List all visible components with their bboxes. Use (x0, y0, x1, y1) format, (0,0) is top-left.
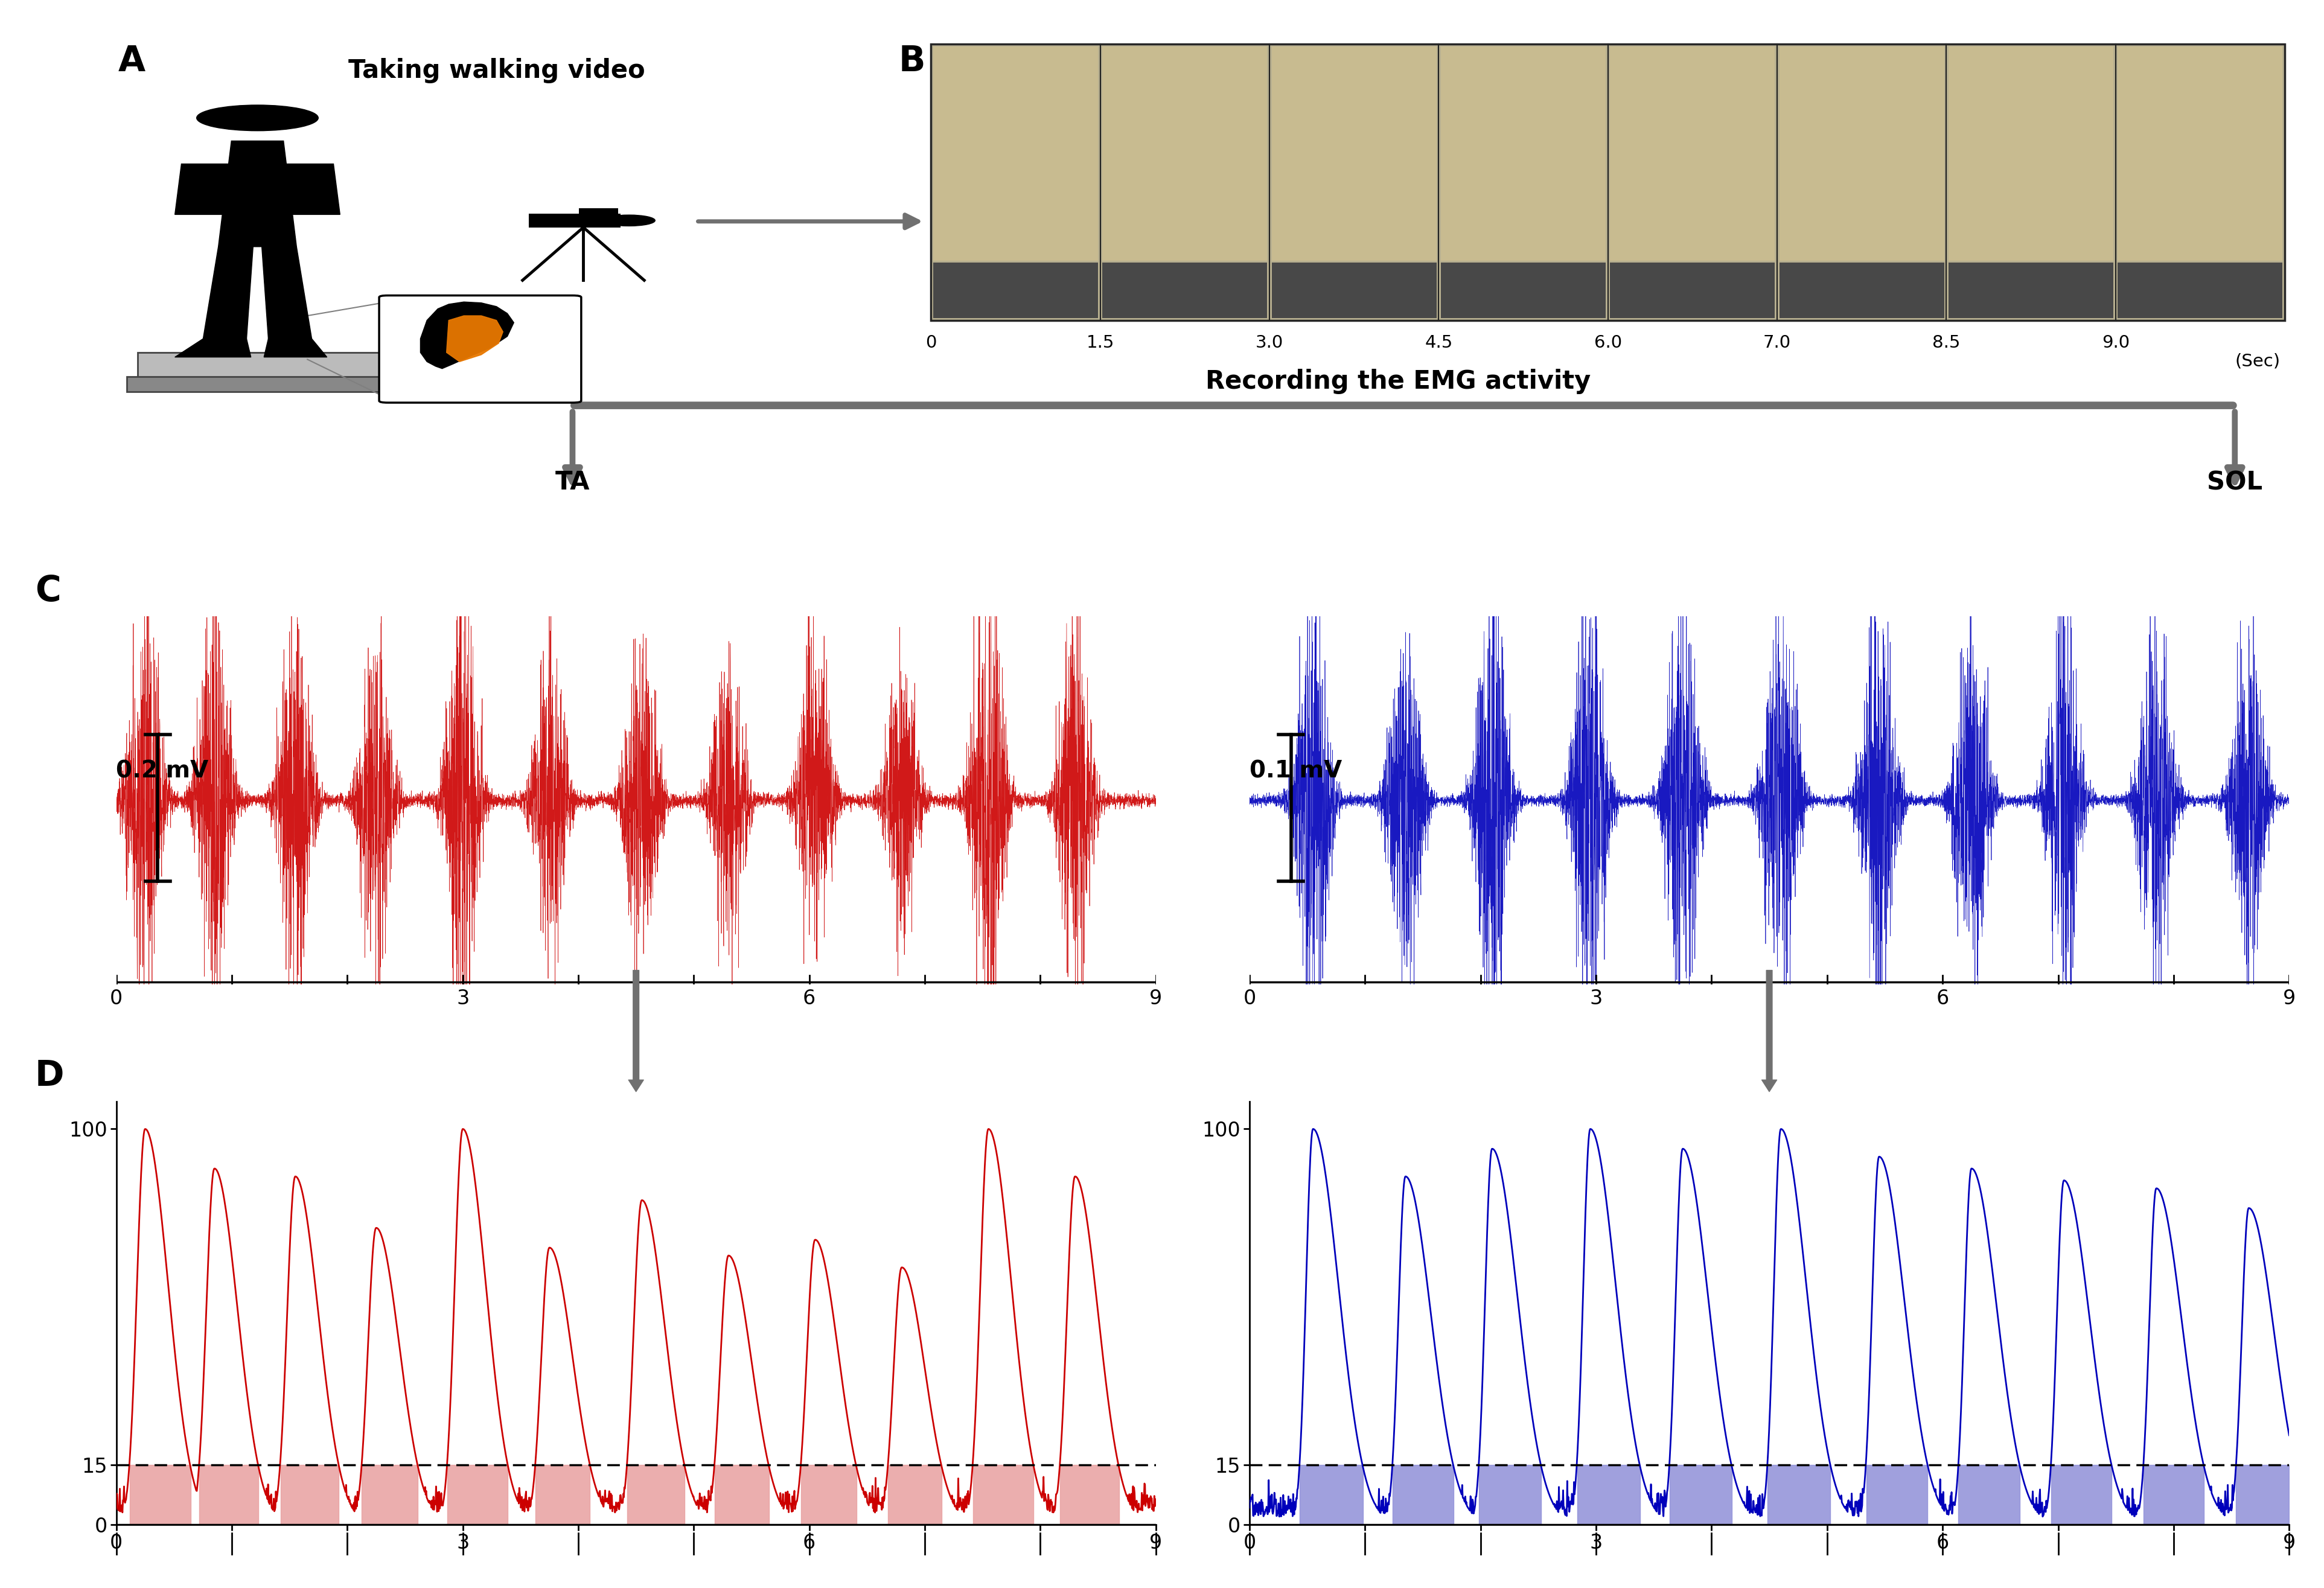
Bar (2117, 262, 2282, 318)
Bar (1099, 44, 1269, 321)
Polygon shape (218, 141, 297, 246)
Text: B: B (899, 44, 925, 79)
Text: Recording the EMG activity: Recording the EMG activity (1206, 368, 1592, 394)
FancyBboxPatch shape (379, 295, 581, 403)
Polygon shape (421, 302, 514, 368)
Text: 0: 0 (925, 333, 937, 351)
Bar (1269, 44, 1439, 321)
Bar (934, 262, 1099, 318)
Bar (1948, 262, 2113, 318)
Text: 0: 0 (1243, 988, 1255, 1008)
Bar (1271, 262, 1436, 318)
Text: 3.0: 3.0 (1255, 333, 1283, 351)
Bar (530, 213, 621, 227)
Bar (932, 44, 1099, 321)
Text: 3: 3 (456, 988, 469, 1008)
Polygon shape (279, 164, 339, 214)
Text: 0.1 mV: 0.1 mV (1250, 759, 1341, 783)
Bar (1608, 44, 1778, 321)
Bar (1441, 262, 1606, 318)
Bar (1102, 46, 1267, 260)
Text: TA: TA (555, 470, 590, 495)
Text: 4.5: 4.5 (1425, 333, 1452, 351)
Circle shape (602, 214, 655, 225)
Bar (2117, 46, 2282, 260)
Bar (1780, 262, 1945, 318)
Circle shape (198, 105, 318, 130)
Text: 3: 3 (1590, 988, 1604, 1008)
Bar (1439, 44, 1608, 321)
Text: 0.2 mV: 0.2 mV (116, 759, 209, 783)
Bar (932, 44, 2284, 321)
Bar (934, 46, 1099, 260)
Text: 8.5: 8.5 (1931, 333, 1961, 351)
Bar (1102, 262, 1267, 318)
Text: C: C (35, 575, 60, 608)
Text: 1.5: 1.5 (1085, 333, 1113, 351)
Text: A: A (119, 44, 146, 79)
Bar (1778, 44, 1948, 321)
Text: (Sec): (Sec) (2236, 353, 2280, 370)
Bar (1780, 46, 1945, 260)
Polygon shape (265, 338, 328, 357)
Text: 6: 6 (1936, 988, 1950, 1008)
Bar (1271, 46, 1436, 260)
Bar (128, 376, 409, 392)
Text: D: D (35, 1059, 65, 1093)
Bar (1948, 44, 2115, 321)
Text: SOL: SOL (2208, 470, 2264, 495)
Text: 9: 9 (1150, 988, 1162, 1008)
Text: 6.0: 6.0 (1594, 333, 1622, 351)
Bar (2115, 44, 2284, 321)
Polygon shape (263, 246, 311, 338)
Bar (137, 353, 400, 378)
Bar (1611, 262, 1776, 318)
Polygon shape (446, 316, 502, 362)
Polygon shape (174, 338, 251, 357)
Text: Taking walking video: Taking walking video (349, 59, 644, 84)
Polygon shape (202, 246, 253, 338)
Text: 9.0: 9.0 (2101, 333, 2129, 351)
Text: 9: 9 (2282, 988, 2296, 1008)
Polygon shape (174, 164, 235, 214)
Text: 6: 6 (802, 988, 816, 1008)
Text: 0: 0 (109, 988, 123, 1008)
Bar (579, 208, 618, 213)
Text: 7.0: 7.0 (1764, 333, 1792, 351)
Bar (1441, 46, 1606, 260)
Bar (1948, 46, 2113, 260)
Bar (1611, 46, 1776, 260)
